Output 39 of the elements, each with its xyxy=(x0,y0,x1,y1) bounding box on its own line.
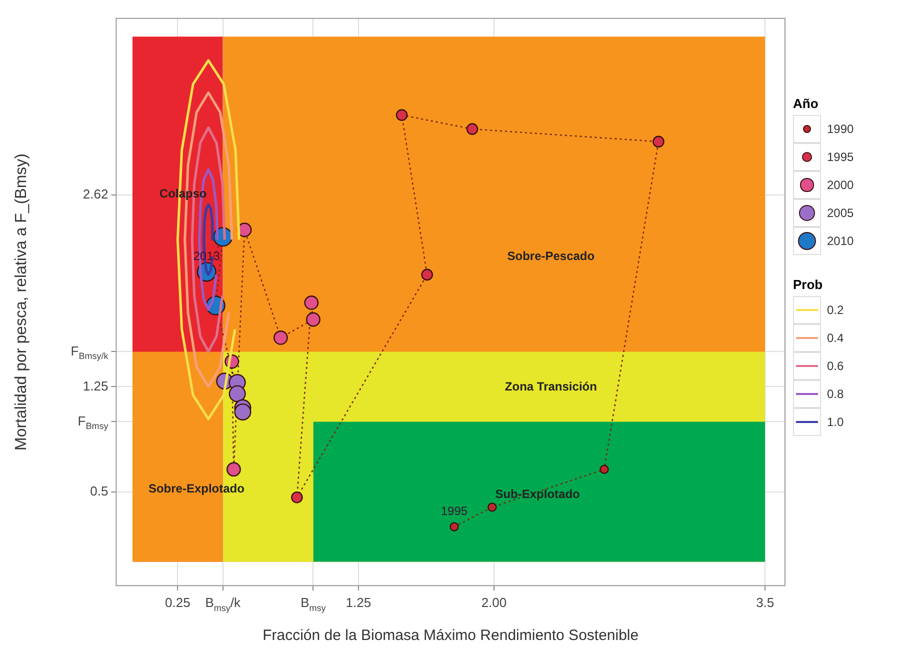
legend-title: Año xyxy=(793,96,820,111)
point xyxy=(396,109,408,121)
legend-label: 0.8 xyxy=(827,387,844,401)
y-tick-label: 2.62 xyxy=(82,186,108,202)
annotation: 1995 xyxy=(440,504,468,518)
point xyxy=(226,462,241,477)
y-tick-label: 1.25 xyxy=(82,378,108,394)
point xyxy=(304,296,319,310)
annotation: Sobre-Explotado xyxy=(148,481,244,496)
legend-label: 2010 xyxy=(827,234,854,248)
annotation: Sobre-Pescado xyxy=(507,248,595,263)
annotation: Zona Transición xyxy=(504,379,597,394)
point xyxy=(488,502,497,512)
point xyxy=(421,268,433,281)
legend-label: 2000 xyxy=(827,178,854,192)
x-tick-label: 3.5 xyxy=(756,595,774,610)
point xyxy=(652,136,664,148)
x-tick-label: 2.00 xyxy=(481,595,507,610)
point xyxy=(306,312,320,327)
text: Prob xyxy=(793,277,824,292)
legend-label: 0.4 xyxy=(827,331,844,345)
legend-label: 1990 xyxy=(827,122,854,136)
y-tick-label: 0.5 xyxy=(90,483,108,498)
legend-label: 2005 xyxy=(827,206,854,220)
point xyxy=(600,464,609,474)
x-tick-label: 1.25 xyxy=(346,595,372,610)
point xyxy=(273,330,288,345)
legend-label: 0.2 xyxy=(827,303,844,317)
legend-label: 1.0 xyxy=(827,415,844,429)
x-axis-title: Fracción de la Biomasa Máximo Rendimiento Sostenible xyxy=(262,627,639,644)
point xyxy=(234,403,252,420)
point xyxy=(228,385,246,402)
x-tick-label: 0.25 xyxy=(165,595,190,610)
point xyxy=(450,522,459,532)
legend-label: 1995 xyxy=(827,150,854,164)
point xyxy=(466,123,478,135)
point xyxy=(291,491,303,504)
legend-label: 0.6 xyxy=(827,359,844,373)
y-axis-title: Mortalidad por pesca, relativa a F_(Bmsy) xyxy=(13,154,30,450)
